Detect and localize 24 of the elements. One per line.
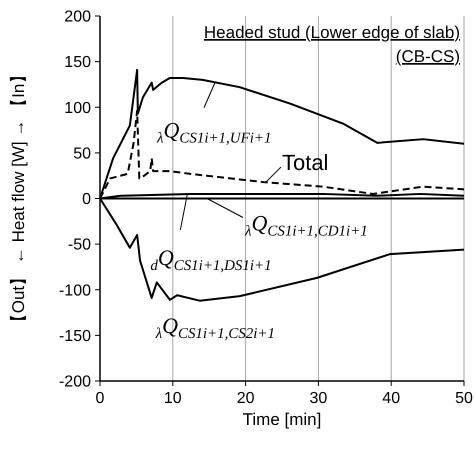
annotation: Total bbox=[282, 150, 328, 176]
x-tick-label: 30 bbox=[310, 390, 328, 407]
x-tick-label: 40 bbox=[382, 390, 400, 407]
y-tick-label: 0 bbox=[82, 191, 92, 208]
y-tick-label: -100 bbox=[58, 282, 92, 300]
text: (CB-CS) bbox=[396, 47, 460, 66]
x-axis-title: Time [min] bbox=[242, 410, 322, 429]
x-tick-label: 0 bbox=[96, 390, 105, 407]
x-tick-label: 20 bbox=[236, 390, 255, 407]
y-tick-label: 100 bbox=[64, 100, 92, 117]
chart-title: Headed stud (Lower edge of slab) bbox=[204, 23, 460, 42]
y-tick-label: 50 bbox=[73, 145, 92, 162]
x-tick-label: 50 bbox=[455, 390, 473, 407]
annotation: $_{λ}$Q$_{CS1i+1,CS2i+1}$ bbox=[154, 313, 276, 342]
annotation: $_{d}$Q$_{CS1i+1,DS1i+1}$ bbox=[150, 244, 272, 274]
y-tick-label: 200 bbox=[64, 8, 92, 26]
y-axis-title: 【Out】 ← Heat flow [W] → 【In】 bbox=[9, 66, 28, 330]
y-tick-label: 150 bbox=[64, 54, 92, 72]
x-tick-label: 10 bbox=[164, 390, 182, 407]
y-tick-label: -50 bbox=[68, 236, 92, 254]
y-tick-label: -200 bbox=[58, 374, 92, 391]
annotation: $_{λ}$Q$_{CS1i+1,UFi+1}$ bbox=[156, 118, 272, 146]
annotation: $_{λ}$Q$_{CS1i+1,CD1i+1}$ bbox=[244, 210, 368, 239]
y-tick-label: -150 bbox=[58, 328, 92, 345]
